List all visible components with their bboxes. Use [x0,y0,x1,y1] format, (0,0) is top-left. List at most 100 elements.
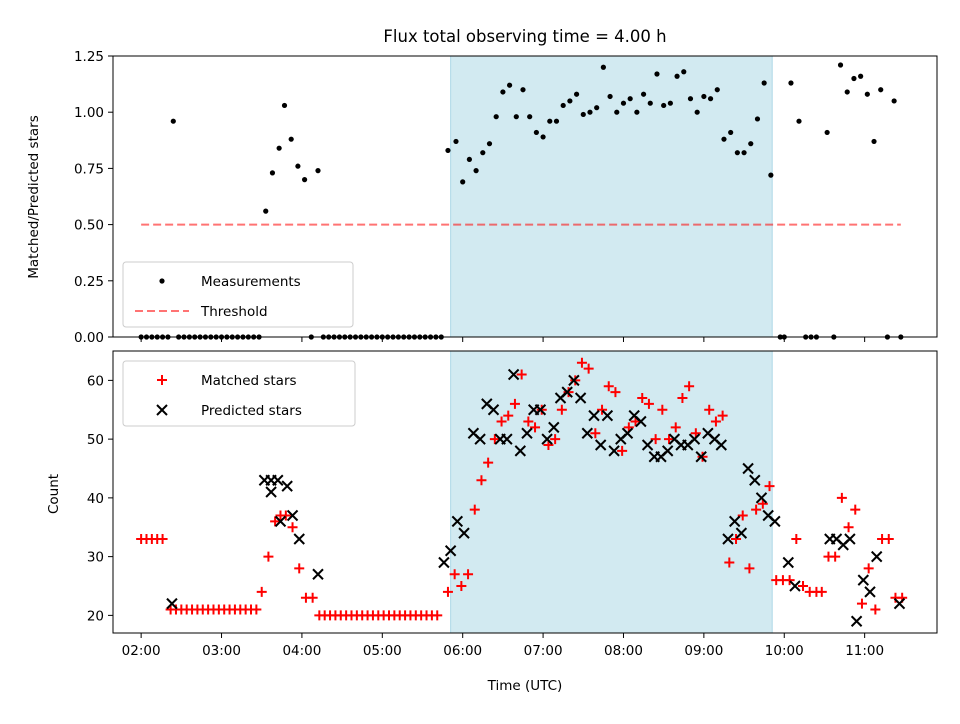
y-tick-label: 40 [87,491,104,507]
x-tick-label: 09:00 [684,643,723,659]
measurement-point [513,114,519,120]
matched-star-point [442,586,453,597]
measurement-point [844,89,850,95]
predicted-star-point [548,421,560,434]
x-tick-label: 11:00 [845,643,884,659]
matched-star-point [617,445,628,456]
matched-star-point [710,416,721,427]
matched-star-point [576,357,587,368]
matched-star-point [731,534,742,544]
bottom-xlabel: Time (UTC) [487,678,563,694]
measurement-point [587,109,593,115]
matched-star-point [556,404,567,415]
predicted-star-point [864,586,876,598]
measurement-point [473,168,479,174]
matched-star-point [590,428,601,439]
predicted-star-point [272,474,284,486]
predicted-star-point [870,550,883,563]
matched-star-point [603,381,614,392]
measurement-point [460,179,466,185]
matched-star-point [744,563,755,574]
matched-star-point [843,522,854,533]
measurement-point [288,136,294,142]
measurement-point [466,156,472,163]
predicted-star-point [568,374,580,387]
predicted-star-point [641,439,654,451]
measurement-point [486,141,493,147]
measurement-point [170,118,176,124]
legend-label: Predicted stars [201,403,302,419]
x-tick-label: 07:00 [524,643,563,659]
matched-star-point [798,581,809,591]
matched-star-point [664,434,675,445]
predicted-star-point [487,404,500,416]
y-tick-label: 20 [87,608,104,624]
y-tick-label: 0.75 [74,161,104,177]
predicted-star-point [688,433,701,445]
predicted-star-point [789,580,801,592]
matched-star-point [724,557,735,568]
predicted-star-point [857,574,870,586]
x-tick-label: 05:00 [363,643,402,659]
measurement-point [714,87,720,93]
predicted-star-point [312,568,324,580]
bottom-ylabel: Count [46,474,62,514]
predicted-star-point [715,439,727,451]
predicted-star-point [850,615,863,627]
measurement-point [858,73,864,79]
matched-star-point [496,416,507,427]
matched-star-point [684,381,695,392]
matched-star-point [850,504,861,515]
predicted-star-point [581,427,594,439]
matched-star-point [263,551,274,562]
matched-star-point [463,569,474,580]
measurement-point [748,141,754,147]
matched-star-point [883,534,894,544]
predicted-star-point [844,533,856,545]
measurement-point [728,129,734,136]
measurement-point [788,80,794,86]
matched-star-point [509,398,520,409]
legend-predicted-marker [156,404,168,416]
measurement-point [741,150,747,156]
matched-star-point [449,569,460,580]
legend-label: Measurements [201,274,301,290]
observing-window-span [450,55,773,338]
measurement-point [768,172,774,178]
matched-star-point [670,422,681,433]
measurement-point [878,87,884,93]
matched-star-point [432,610,443,621]
matched-star-point [597,404,608,415]
matched-star-point [717,410,728,421]
measurement-point [263,208,269,214]
matched-star-point [523,416,534,427]
measurement-point [796,118,802,124]
matched-star-point [610,387,621,398]
measurement-point [871,138,877,145]
x-tick-label: 02:00 [122,643,161,659]
predicted-star-point [749,474,761,486]
x-tick-label: 03:00 [202,643,241,659]
measurement-point [594,105,600,111]
measurement-point [681,69,687,75]
y-tick-label: 0.50 [74,218,104,234]
measurement-point [480,150,486,156]
measurement-point [560,102,566,109]
measurement-point [701,93,707,100]
measurement-point [573,91,580,97]
x-tick-label: 10:00 [765,643,804,659]
predicted-star-point [621,427,634,439]
predicted-star-point [661,445,674,457]
measurement-point [761,80,767,86]
matched-star-point [583,363,594,374]
matched-star-point [307,592,318,603]
predicted-star-point [507,368,520,381]
measurement-point [654,71,660,77]
axes-frame [112,55,938,338]
predicted-star-point [444,545,457,557]
matched-star-point [256,586,267,597]
matched-star-point [530,422,541,433]
predicted-star-point [735,527,748,539]
top-ylabel: Matched/Predicted stars [26,115,42,278]
